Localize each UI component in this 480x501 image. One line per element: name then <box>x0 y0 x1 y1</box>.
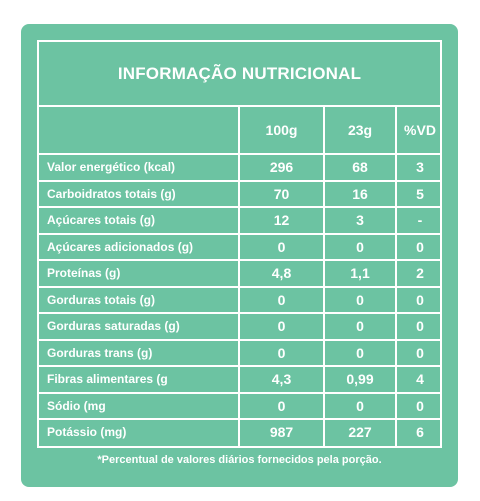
row-label: Gorduras totais (g) <box>47 292 156 307</box>
nutrition-table: INFORMAÇÃO NUTRICIONAL 100g 23g %VD Valor e… <box>37 40 442 448</box>
row-value: 2 <box>416 265 424 282</box>
row-label: Sódio (mg <box>47 398 106 413</box>
row-value: 3 <box>416 159 424 176</box>
row-value: 0 <box>416 318 424 335</box>
row-value: 0 <box>416 397 424 414</box>
row-value: 0 <box>277 291 286 308</box>
row-label: Fibras alimentares (g <box>47 372 168 387</box>
row-value: 3 <box>356 212 364 229</box>
row-label: Gorduras trans (g) <box>47 345 153 360</box>
column-header: 23g <box>347 122 373 138</box>
row-value: 0 <box>356 344 364 361</box>
row-value: 12 <box>273 212 290 229</box>
row-label: Potássio (mg) <box>47 425 127 440</box>
row-value: 4,3 <box>271 371 292 388</box>
row-value: 0 <box>356 291 364 308</box>
row-value: 0 <box>356 238 364 255</box>
row-value: 5 <box>416 185 424 202</box>
row-value: 0 <box>277 238 286 255</box>
column-divider <box>395 106 397 446</box>
row-value: 70 <box>273 185 290 202</box>
row-value: 227 <box>348 424 372 441</box>
row-value: 0 <box>277 344 286 361</box>
row-value: 987 <box>269 424 294 441</box>
column-header: 100g <box>265 122 298 138</box>
row-label: Carboidratos totais (g) <box>47 186 176 201</box>
row-value: - <box>417 212 423 229</box>
row-label: Açúcares adicionados (g) <box>47 239 194 254</box>
row-value: 0 <box>356 318 364 335</box>
row-value: 0 <box>277 397 286 414</box>
column-divider <box>238 106 240 446</box>
row-label: Proteínas (g) <box>47 266 121 281</box>
row-value: 16 <box>352 185 368 202</box>
row-label: Gorduras saturadas (g) <box>47 319 180 334</box>
column-header: %VD <box>404 122 436 138</box>
row-value: 4 <box>416 371 424 388</box>
row-value: 0 <box>416 238 424 255</box>
row-label: Açúcares totais (g) <box>47 213 156 228</box>
nutrition-panel: INFORMAÇÃO NUTRICIONAL 100g 23g %VD Valor e… <box>21 24 458 487</box>
row-value: 4,8 <box>271 265 292 282</box>
row-value: 0 <box>416 344 424 361</box>
row-value: 0 <box>277 318 286 335</box>
row-value: 0 <box>356 397 364 414</box>
footnote: *Percentual de valores diários fornecido… <box>97 454 382 466</box>
row-value: 6 <box>416 424 424 441</box>
row-label: Valor energético (kcal) <box>47 160 176 175</box>
table-title: INFORMAÇÃO NUTRICIONAL <box>117 64 362 83</box>
row-value: 68 <box>352 159 368 176</box>
row-value: 0,99 <box>346 371 374 388</box>
row-value: 0 <box>416 291 424 308</box>
row-value: 1,1 <box>350 265 370 282</box>
row-value: 296 <box>269 159 294 176</box>
column-divider <box>323 106 325 446</box>
